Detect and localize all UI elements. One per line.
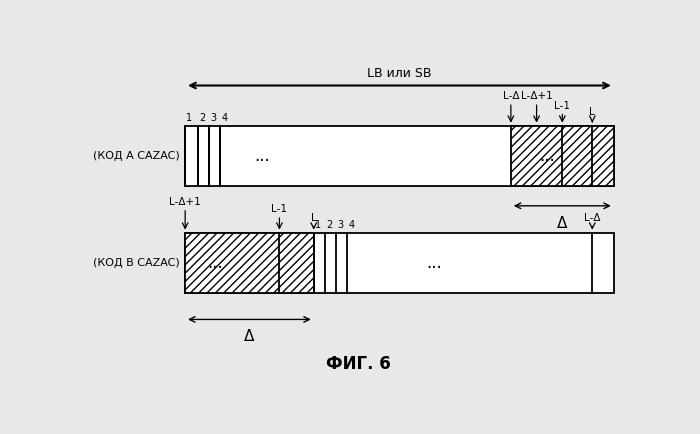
Text: ...: ... [254, 147, 270, 164]
Text: L-Δ: L-Δ [584, 213, 601, 223]
Text: ...: ... [426, 253, 442, 272]
Text: 3: 3 [211, 113, 216, 123]
Text: (КОД А CAZAC): (КОД А CAZAC) [93, 151, 180, 161]
Text: 2: 2 [199, 113, 206, 123]
Text: L-1: L-1 [272, 204, 288, 214]
Bar [511, 125, 614, 186]
Text: ...: ... [207, 253, 223, 272]
Text: 1: 1 [315, 220, 321, 230]
Text: L-Δ: L-Δ [503, 91, 519, 101]
Bar [185, 125, 614, 186]
Text: LB или SB: LB или SB [368, 67, 432, 80]
Text: ...: ... [539, 147, 554, 164]
Bar [185, 233, 314, 293]
Text: Δ: Δ [244, 329, 255, 345]
Bar [185, 233, 614, 293]
Text: Δ: Δ [557, 216, 568, 231]
Text: 3: 3 [337, 220, 344, 230]
Bar [185, 233, 314, 293]
Bar [511, 125, 614, 186]
Text: ФИГ. 6: ФИГ. 6 [326, 355, 391, 373]
Text: L: L [589, 107, 595, 117]
Text: 1: 1 [186, 113, 193, 123]
Text: 4: 4 [222, 113, 228, 123]
Text: L: L [311, 213, 316, 223]
Text: 4: 4 [349, 220, 355, 230]
Text: L-Δ+1: L-Δ+1 [169, 197, 201, 207]
Text: (КОД В CAZAC): (КОД В CAZAC) [93, 258, 180, 268]
Text: 2: 2 [326, 220, 332, 230]
Text: L-Δ+1: L-Δ+1 [521, 91, 552, 101]
Text: L-1: L-1 [554, 101, 570, 111]
